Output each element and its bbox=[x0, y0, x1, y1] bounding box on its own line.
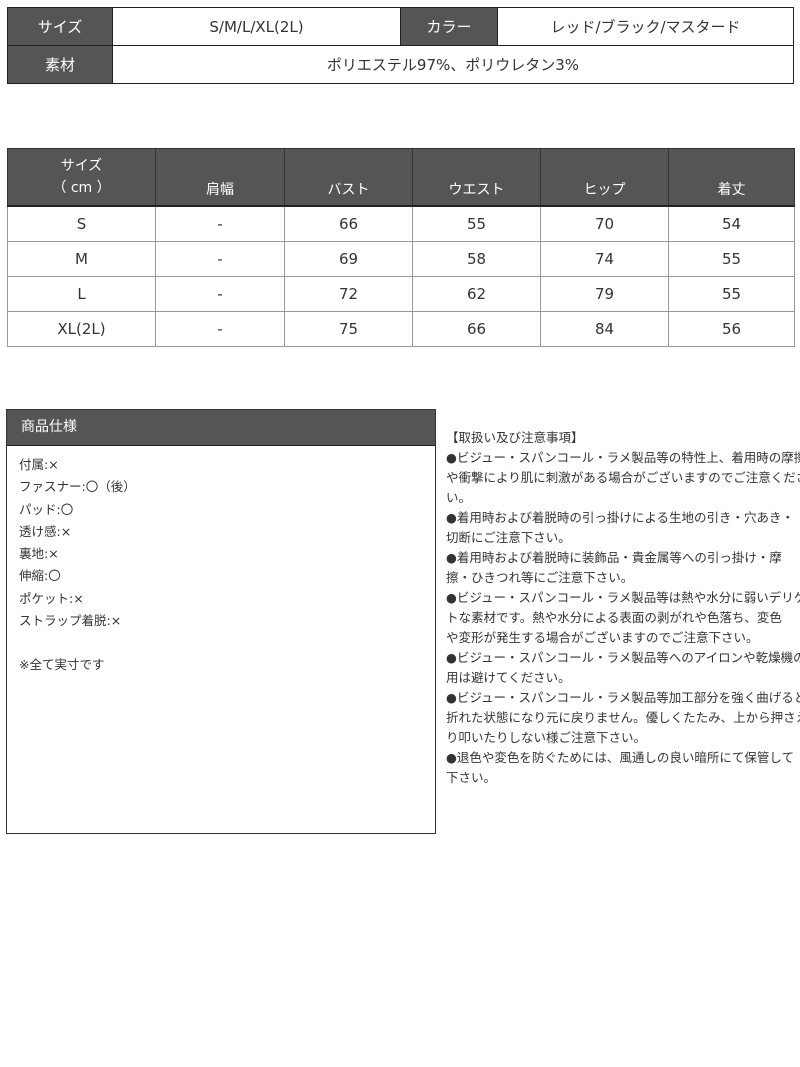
spec-item: パッド:〇 bbox=[19, 501, 74, 517]
table-cell: 55 bbox=[668, 241, 795, 277]
table-cell: 54 bbox=[668, 205, 795, 242]
care-note-line: 切断にご注意下さい。 bbox=[446, 530, 571, 545]
spec-item: ポケット:× bbox=[19, 590, 84, 606]
care-note-line: ●ビジュー・スパンコール・ラメ製品等へのアイロンや乾燥機の使 bbox=[446, 650, 800, 665]
care-note-line: 【取扱い及び注意事項】 bbox=[446, 430, 584, 445]
table-cell: 58 bbox=[412, 241, 541, 277]
table-cell: M bbox=[7, 241, 156, 277]
care-note-line: り叩いたりしない様ご注意下さい。 bbox=[446, 730, 647, 745]
table-cell: 69 bbox=[284, 241, 413, 277]
color-value: レッド/ブラック/マスタード bbox=[497, 7, 794, 46]
material-label: 素材 bbox=[7, 45, 113, 84]
size-label: サイズ bbox=[7, 7, 113, 46]
care-note-line: ●着用時および着脱時の引っ掛けによる生地の引き・穴あき・ bbox=[446, 510, 795, 525]
care-note-line: 用は避けてください。 bbox=[446, 670, 571, 685]
header-waist: ウエスト bbox=[412, 148, 541, 207]
care-note-line: 折れた状態になり元に戻りません。優しくたたみ、上から押さえた bbox=[446, 710, 800, 725]
spec-table: サイズ S/M/L/XL(2L) カラー レッド/ブラック/マスタード 素材 ポ… bbox=[7, 7, 794, 84]
spec-note: ※全て実寸です bbox=[19, 657, 105, 673]
table-cell: 55 bbox=[668, 276, 795, 312]
table-cell: 72 bbox=[284, 276, 413, 312]
table-row: S -66 55 70 54 bbox=[7, 205, 795, 242]
table-row: XL(2L) -75 66 84 56 bbox=[7, 311, 795, 347]
care-note-line: ●ビジュー・スパンコール・ラメ製品等は熱や水分に弱いデリケー bbox=[446, 590, 800, 605]
care-note-line: 下さい。 bbox=[446, 770, 497, 785]
table-cell: 84 bbox=[540, 311, 669, 347]
table-cell: - bbox=[155, 276, 285, 312]
header-hip: ヒップ bbox=[540, 148, 669, 207]
care-note-line: 擦・ひきつれ等にご注意下さい。 bbox=[446, 570, 634, 585]
table-cell: S bbox=[7, 205, 156, 242]
header-shoulder: 肩幅 bbox=[155, 148, 285, 207]
header-length: 着丈 bbox=[668, 148, 795, 207]
care-note-line: や変形が発生する場合がございますのでご注意下さい。 bbox=[446, 630, 759, 645]
header-unit-label: （ cm ） bbox=[52, 180, 111, 196]
spec-item: ファスナー:〇（後） bbox=[19, 479, 136, 495]
spec-item: 付属:× bbox=[19, 457, 59, 472]
spec-item: 伸縮:〇 bbox=[19, 568, 61, 584]
header-size: サイズ （ cm ） bbox=[7, 148, 156, 207]
product-spec-title: 商品仕様 bbox=[7, 410, 435, 446]
care-note-line: ●ビジュー・スパンコール・ラメ製品等加工部分を強く曲げると bbox=[446, 690, 800, 705]
table-row: L -72 62 79 55 bbox=[7, 276, 795, 312]
table-cell: - bbox=[155, 205, 285, 242]
care-note-line: ●退色や変色を防ぐためには、風通しの良い暗所にて保管して bbox=[446, 750, 795, 765]
product-spec-box: 商品仕様 付属:× ファスナー:〇（後） パッド:〇透け感:× 裏地:× 伸縮:〇ポケッ… bbox=[6, 409, 436, 834]
table-cell: 55 bbox=[412, 205, 541, 242]
material-value: ポリエステル97%、ポリウレタン3% bbox=[112, 45, 794, 84]
table-cell: 74 bbox=[540, 241, 669, 277]
table-cell: L bbox=[7, 276, 156, 312]
spec-item: 裏地:× bbox=[19, 546, 59, 562]
spec-item: ストラップ着脱:× bbox=[19, 613, 122, 629]
care-note-line: ●ビジュー・スパンコール・ラメ製品等の特性上、着用時の摩擦 bbox=[446, 450, 800, 465]
header-size-label: サイズ bbox=[60, 158, 103, 174]
header-bust: バスト bbox=[284, 148, 413, 207]
table-cell: 79 bbox=[540, 276, 669, 312]
table-cell: 70 bbox=[540, 205, 669, 242]
spec-item: 透け感:× bbox=[19, 523, 72, 539]
table-cell: 75 bbox=[284, 311, 413, 347]
table-cell: 62 bbox=[412, 276, 541, 312]
care-note-line: や衝撃により肌に刺激がある場合がございますのでご注意くださ bbox=[446, 470, 800, 485]
care-note-line: トな素材です。熱や水分による表面の剥がれや色落ち、変色 bbox=[446, 610, 782, 625]
size-table: サイズ（ cm ） 肩幅 バスト ウエスト ヒップ 着丈 S -66 55 70 54 M… bbox=[7, 148, 795, 347]
table-cell: XL(2L) bbox=[7, 311, 156, 347]
color-label: カラー bbox=[400, 7, 498, 46]
table-cell: - bbox=[155, 311, 285, 347]
care-note-line: い。 bbox=[446, 490, 472, 505]
table-cell: 56 bbox=[668, 311, 795, 347]
table-cell: - bbox=[155, 241, 285, 277]
care-notes: 【取扱い及び注意事項】 ●ビジュー・スパンコール・ラメ製品等の特性上、着用時の摩擦… bbox=[446, 428, 800, 788]
table-cell: 66 bbox=[284, 205, 413, 242]
table-row: M -69 58 74 55 bbox=[7, 241, 795, 277]
product-spec-body: 付属:× ファスナー:〇（後） パッド:〇透け感:× 裏地:× 伸縮:〇ポケット:× スト… bbox=[7, 446, 435, 685]
care-note-line: ●着用時および着脱時に装飾品・貴金属等への引っ掛け・摩 bbox=[446, 550, 782, 565]
size-value: S/M/L/XL(2L) bbox=[112, 7, 401, 46]
table-cell: 66 bbox=[412, 311, 541, 347]
